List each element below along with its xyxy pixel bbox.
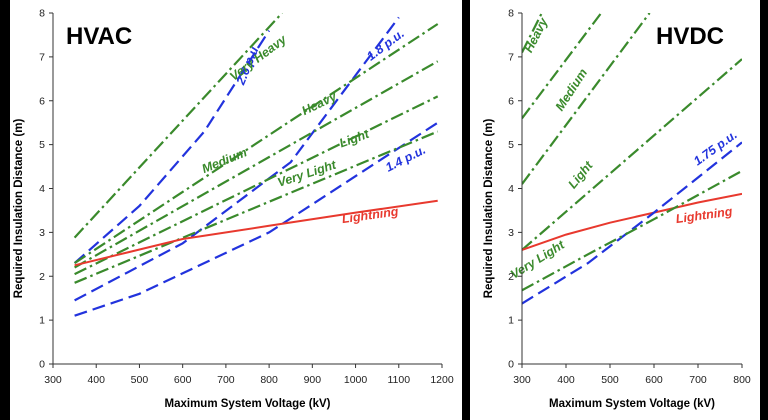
hvdc-ytick-label: 6	[508, 95, 514, 107]
hvdc-xtick-label: 500	[601, 374, 619, 386]
hvac-xtick-label: 1000	[344, 374, 368, 386]
hvac-line-lightning	[74, 199, 438, 267]
hvdc-title: HVDC	[656, 23, 724, 50]
hvac-y-axis-title: Required Insulation Distance (m)	[13, 119, 25, 299]
hvdc-label-medium: Medium	[553, 66, 590, 113]
hvac-label-lightning: Lightning	[341, 204, 400, 226]
hvdc-line-series-6	[522, 169, 742, 292]
hvac-xtick-label: 1200	[430, 374, 454, 386]
hvdc-ytick-label: 4	[508, 183, 514, 195]
hvdc-label-heavy: Heavy	[521, 15, 551, 55]
hvac-ytick-label: 5	[39, 139, 45, 151]
hvac-label-light: Light	[337, 127, 371, 151]
hvdc-xtick-label: 600	[645, 374, 663, 386]
hvdc-x-axis-title: Maximum System Voltage (kV)	[549, 398, 715, 410]
hvac-line-very-heavy	[73, 13, 283, 239]
hvac-xtick-label: 300	[44, 374, 62, 386]
hvac-xtick-label: 800	[260, 374, 278, 386]
hvac-label-medium: Medium	[200, 145, 249, 176]
hvac-xtick-label: 1100	[387, 374, 410, 386]
hvdc-line-light	[522, 13, 651, 185]
hvdc-ytick-label: 7	[508, 51, 514, 63]
hvac-line-very-light	[74, 130, 439, 284]
hvac-label-heavy: Heavy	[300, 89, 340, 118]
hvdc-ytick-label: 1	[508, 315, 514, 327]
hvac-line-1-4-p-u	[74, 121, 439, 317]
hvac-line-light	[74, 95, 439, 276]
hvdc-ytick-label: 5	[508, 139, 514, 151]
hvac-xtick-label: 500	[131, 374, 149, 386]
hvac-line-heavy	[73, 23, 439, 265]
hvac-line-medium	[74, 60, 439, 269]
hvdc-label-lightning: Lightning	[675, 204, 734, 226]
hvac-xtick-label: 600	[174, 374, 192, 386]
hvac-ytick-label: 2	[39, 271, 45, 283]
hvac-ytick-label: 0	[39, 359, 45, 371]
hvac-label-1-4-p-u: 1.4 p.u.	[383, 143, 428, 175]
hvac-line-1-8-p-u	[74, 16, 400, 302]
hvac-label-1-8-p-u: 1.8 p.u.	[364, 26, 407, 63]
hvac-x-axis-title: Maximum System Voltage (kV)	[165, 398, 331, 410]
hvdc-series-group	[522, 13, 742, 305]
hvdc-line-lightning	[522, 192, 742, 251]
hvdc-xtick-label: 400	[557, 374, 575, 386]
hvac-ytick-label: 6	[39, 95, 45, 107]
hvac-ytick-label: 8	[39, 8, 45, 20]
hvdc-line-heavy	[522, 13, 543, 53]
hvac-ytick-label: 3	[39, 227, 45, 239]
hvdc-line-medium	[522, 13, 603, 119]
hvdc-ytick-label: 3	[508, 227, 514, 239]
hvdc-ytick-label: 2	[508, 271, 514, 283]
hvac-ytick-label: 7	[39, 51, 45, 63]
hvac-chart: 2.6 p.u. 1.8 p.u.1.4 p.u.Very HeavyHeavyM…	[13, 8, 454, 411]
hvac-ytick-label: 1	[39, 315, 45, 327]
hvac-xtick-label: 700	[217, 374, 235, 386]
hvac-line-2-6-p-u	[73, 30, 271, 264]
hvac-series-group	[73, 13, 439, 317]
hvdc-ytick-label: 0	[508, 359, 514, 371]
hvdc-xtick-label: 700	[689, 374, 707, 386]
hvdc-ytick-label: 8	[508, 8, 514, 20]
hvdc-y-axis-title: Required Insulation Distance (m)	[483, 119, 495, 299]
hvac-xtick-label: 400	[87, 374, 105, 386]
hvac-ytick-label: 4	[39, 183, 45, 195]
hvac-title: HVAC	[66, 23, 132, 50]
hvdc-xtick-label: 800	[733, 374, 751, 386]
hvdc-line-very-light	[522, 58, 742, 251]
hvdc-xtick-label: 300	[513, 374, 531, 386]
hvac-panel: 2.6 p.u. 1.8 p.u. 1.4 p.u. Very Heavy Heavy M…	[10, 0, 462, 420]
hvdc-line-1-75-p-u	[522, 141, 742, 305]
hvac-xtick-label: 900	[304, 374, 322, 386]
hvdc-panel: Heavy Medium Light Very Light Lightning 1.75 …	[470, 0, 760, 420]
hvdc-label-light: Light	[565, 158, 596, 191]
